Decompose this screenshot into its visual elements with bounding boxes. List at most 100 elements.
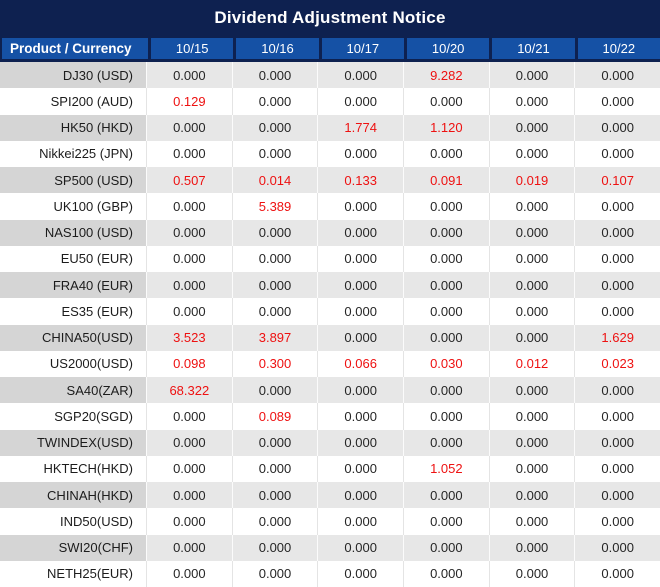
product-cell: FRA40 (EUR) bbox=[0, 272, 146, 299]
product-cell: TWINDEX(USD) bbox=[0, 429, 146, 456]
table-row: SWI20(CHF) 0.000 0.000 0.000 0.000 0.000 0.000 bbox=[0, 534, 660, 561]
value-cell: 0.000 bbox=[574, 429, 660, 456]
value-cell: 0.023 bbox=[574, 350, 660, 377]
value-cell: 0.000 bbox=[146, 482, 232, 509]
value-cell: 0.091 bbox=[403, 167, 489, 194]
value-cell: 0.000 bbox=[231, 62, 318, 89]
value-cell: 0.133 bbox=[317, 167, 404, 194]
value-cell: 0.000 bbox=[574, 62, 660, 89]
value-cell: 0.000 bbox=[488, 245, 575, 272]
column-header-date: 10/17 bbox=[318, 38, 404, 59]
value-cell: 0.000 bbox=[574, 508, 660, 535]
value-cell: 0.000 bbox=[231, 429, 318, 456]
product-cell: EU50 (EUR) bbox=[0, 245, 146, 272]
table-row: FRA40 (EUR) 0.000 0.000 0.000 0.000 0.000 0.00… bbox=[0, 272, 660, 299]
value-cell: 0.000 bbox=[146, 560, 232, 587]
value-cell: 0.000 bbox=[488, 88, 575, 115]
value-cell: 0.000 bbox=[488, 219, 575, 246]
value-cell: 0.000 bbox=[146, 219, 232, 246]
value-cell: 0.000 bbox=[488, 324, 575, 351]
value-cell: 0.000 bbox=[231, 140, 318, 167]
product-cell: Nikkei225 (JPN) bbox=[0, 140, 146, 167]
value-cell: 1.629 bbox=[574, 324, 660, 351]
value-cell: 0.000 bbox=[403, 298, 489, 325]
value-cell: 0.000 bbox=[231, 377, 318, 404]
value-cell: 0.000 bbox=[403, 403, 489, 430]
value-cell: 0.000 bbox=[317, 140, 404, 167]
value-cell: 0.000 bbox=[146, 140, 232, 167]
column-header-date: 10/16 bbox=[233, 38, 319, 59]
value-cell: 0.000 bbox=[317, 272, 404, 299]
value-cell: 0.000 bbox=[574, 534, 660, 561]
column-header-date: 10/20 bbox=[403, 38, 490, 59]
value-cell: 0.000 bbox=[231, 508, 318, 535]
value-cell: 0.030 bbox=[403, 350, 489, 377]
value-cell: 0.000 bbox=[146, 114, 232, 141]
value-cell: 0.000 bbox=[403, 534, 489, 561]
value-cell: 0.000 bbox=[574, 193, 660, 220]
value-cell: 0.000 bbox=[488, 272, 575, 299]
value-cell: 0.000 bbox=[574, 245, 660, 272]
table-row: NAS100 (USD) 0.000 0.000 0.000 0.000 0.000 0.0… bbox=[0, 219, 660, 246]
value-cell: 0.000 bbox=[574, 140, 660, 167]
value-cell: 0.000 bbox=[488, 62, 575, 89]
value-cell: 0.000 bbox=[574, 482, 660, 509]
value-cell: 68.322 bbox=[146, 377, 232, 404]
value-cell: 0.000 bbox=[231, 114, 318, 141]
value-cell: 0.000 bbox=[317, 482, 404, 509]
value-cell: 0.000 bbox=[403, 272, 489, 299]
product-cell: SA40(ZAR) bbox=[0, 377, 146, 404]
value-cell: 0.000 bbox=[317, 324, 404, 351]
value-cell: 0.000 bbox=[403, 429, 489, 456]
value-cell: 0.000 bbox=[488, 534, 575, 561]
product-cell: SWI20(CHF) bbox=[0, 534, 146, 561]
product-cell: HK50 (HKD) bbox=[0, 114, 146, 141]
product-cell: SGP20(SGD) bbox=[0, 403, 146, 430]
value-cell: 0.000 bbox=[317, 219, 404, 246]
value-cell: 0.000 bbox=[317, 455, 404, 482]
value-cell: 5.389 bbox=[231, 193, 318, 220]
value-cell: 0.089 bbox=[231, 403, 318, 430]
value-cell: 3.523 bbox=[146, 324, 232, 351]
product-cell: CHINA50(USD) bbox=[0, 324, 146, 351]
value-cell: 0.000 bbox=[488, 377, 575, 404]
value-cell: 0.000 bbox=[488, 482, 575, 509]
product-cell: ES35 (EUR) bbox=[0, 298, 146, 325]
value-cell: 0.000 bbox=[231, 88, 318, 115]
value-cell: 0.507 bbox=[146, 167, 232, 194]
value-cell: 0.000 bbox=[403, 245, 489, 272]
value-cell: 0.000 bbox=[574, 114, 660, 141]
value-cell: 0.000 bbox=[403, 508, 489, 535]
value-cell: 0.000 bbox=[231, 482, 318, 509]
table-row: NETH25(EUR) 0.000 0.000 0.000 0.000 0.000 0.00… bbox=[0, 560, 660, 587]
value-cell: 0.000 bbox=[403, 324, 489, 351]
product-cell: NETH25(EUR) bbox=[0, 560, 146, 587]
value-cell: 0.000 bbox=[488, 508, 575, 535]
page-title: Dividend Adjustment Notice bbox=[214, 8, 446, 27]
value-cell: 0.000 bbox=[403, 560, 489, 587]
table-row: ES35 (EUR) 0.000 0.000 0.000 0.000 0.000 0.000 bbox=[0, 298, 660, 325]
value-cell: 0.000 bbox=[146, 62, 232, 89]
product-cell: DJ30 (USD) bbox=[0, 62, 146, 89]
value-cell: 0.000 bbox=[146, 245, 232, 272]
value-cell: 0.000 bbox=[231, 219, 318, 246]
value-cell: 0.000 bbox=[574, 88, 660, 115]
product-cell: US2000(USD) bbox=[0, 350, 146, 377]
product-cell: IND50(USD) bbox=[0, 508, 146, 535]
product-cell: SP500 (USD) bbox=[0, 167, 146, 194]
value-cell: 1.774 bbox=[317, 114, 404, 141]
value-cell: 0.000 bbox=[403, 140, 489, 167]
value-cell: 0.000 bbox=[488, 403, 575, 430]
value-cell: 0.014 bbox=[231, 167, 318, 194]
table-row: SP500 (USD) 0.507 0.014 0.133 0.091 0.019 0.10… bbox=[0, 167, 660, 194]
value-cell: 0.000 bbox=[403, 377, 489, 404]
value-cell: 0.000 bbox=[317, 508, 404, 535]
value-cell: 0.000 bbox=[231, 560, 318, 587]
value-cell: 0.000 bbox=[146, 272, 232, 299]
value-cell: 0.000 bbox=[403, 88, 489, 115]
value-cell: 0.000 bbox=[317, 193, 404, 220]
value-cell: 0.000 bbox=[317, 377, 404, 404]
value-cell: 0.000 bbox=[231, 245, 318, 272]
value-cell: 0.000 bbox=[317, 245, 404, 272]
value-cell: 0.000 bbox=[488, 560, 575, 587]
